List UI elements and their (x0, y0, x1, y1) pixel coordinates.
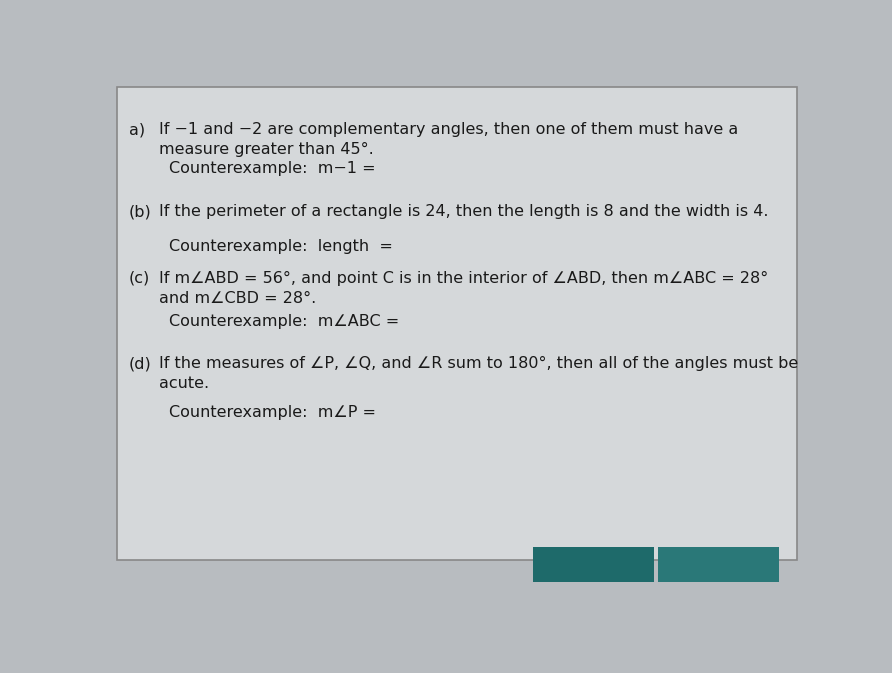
Text: Counterexample:  m−1 =: Counterexample: m−1 = (169, 161, 381, 176)
Text: acute.: acute. (159, 376, 209, 391)
FancyBboxPatch shape (117, 87, 797, 560)
Text: (c): (c) (128, 271, 150, 286)
FancyBboxPatch shape (533, 546, 654, 582)
Text: Counterexample:  length  =: Counterexample: length = (169, 239, 398, 254)
Text: (d): (d) (128, 357, 152, 371)
Text: If the perimeter of a rectangle is 24, then the length is 8 and the width is 4.: If the perimeter of a rectangle is 24, t… (159, 204, 768, 219)
Text: If the measures of ∠P, ∠Q, and ∠R sum to 180°, then all of the angles must be: If the measures of ∠P, ∠Q, and ∠R sum to… (159, 357, 797, 371)
Text: If m∠ABD = 56°, and point C is in the interior of ∠ABD, then m∠ABC = 28°: If m∠ABD = 56°, and point C is in the in… (159, 271, 768, 286)
Text: Counterexample:  m∠P =: Counterexample: m∠P = (169, 404, 381, 420)
Text: If −1 and −2 are complementary angles, then one of them must have a: If −1 and −2 are complementary angles, t… (159, 122, 738, 137)
Text: measure greater than 45°.: measure greater than 45°. (159, 142, 373, 157)
Text: a): a) (128, 122, 145, 137)
Text: (b): (b) (128, 204, 152, 219)
Text: Counterexample:  m∠ABC =: Counterexample: m∠ABC = (169, 314, 404, 329)
FancyBboxPatch shape (657, 546, 779, 582)
Text: and m∠CBD = 28°.: and m∠CBD = 28°. (159, 291, 316, 306)
